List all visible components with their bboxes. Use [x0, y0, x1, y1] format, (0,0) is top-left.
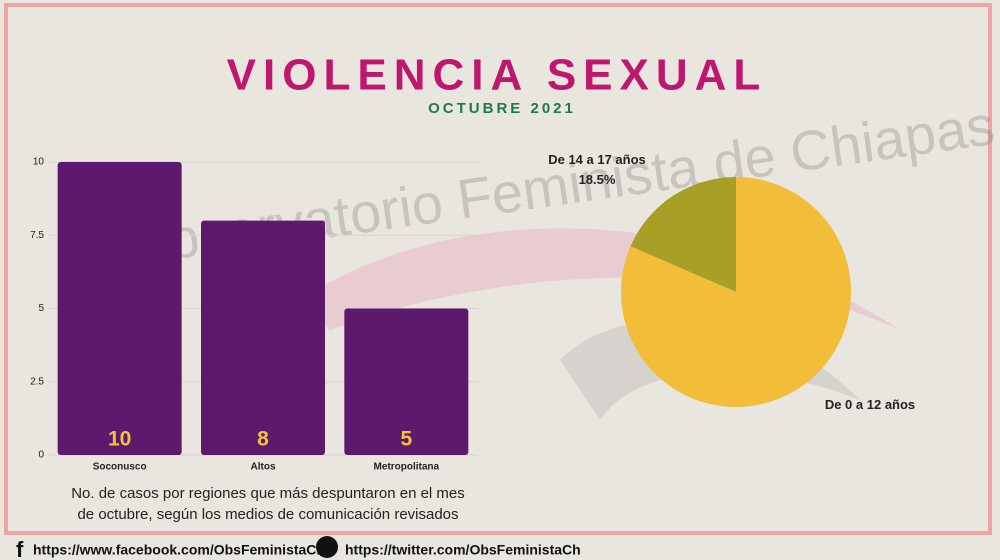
subtitle: OCTUBRE 2021 [428, 100, 576, 117]
x-tick-label: Metropolitana [374, 462, 440, 473]
facebook-link[interactable]: https://www.facebook.com/ObsFeministaCh/ [33, 542, 329, 558]
pie-value-label: 18.5% [578, 172, 616, 187]
title: VIOLENCIA SEXUAL [227, 51, 768, 100]
caption: No. de casos por regiones que más despun… [71, 485, 465, 523]
x-tick-label: Altos [251, 462, 276, 473]
bar [344, 308, 469, 455]
twitter-icon [316, 536, 338, 558]
pie-label: De 0 a 12 años [824, 397, 916, 412]
pie-slice [620, 177, 851, 407]
y-tick-label: 10 [33, 157, 45, 168]
y-tick-label: 2.5 [30, 376, 44, 387]
twitter-link[interactable]: https://twitter.com/ObsFeministaCh [345, 542, 581, 558]
pie-label: De 14 a 17 años 18.5% [547, 150, 647, 190]
facebook-icon: f [16, 537, 24, 560]
bar [57, 162, 182, 455]
x-tick-label: Soconusco [93, 462, 147, 473]
y-tick-label: 7.5 [30, 230, 44, 241]
data-label: 5 [400, 428, 412, 451]
data-label: 10 [108, 428, 131, 451]
data-label: 8 [257, 428, 269, 451]
y-tick-label: 5 [38, 303, 44, 314]
y-tick-label: 0 [38, 450, 44, 461]
bar [201, 220, 325, 455]
pie-slice [630, 177, 736, 292]
decoration [300, 228, 900, 330]
frame [4, 3, 992, 535]
